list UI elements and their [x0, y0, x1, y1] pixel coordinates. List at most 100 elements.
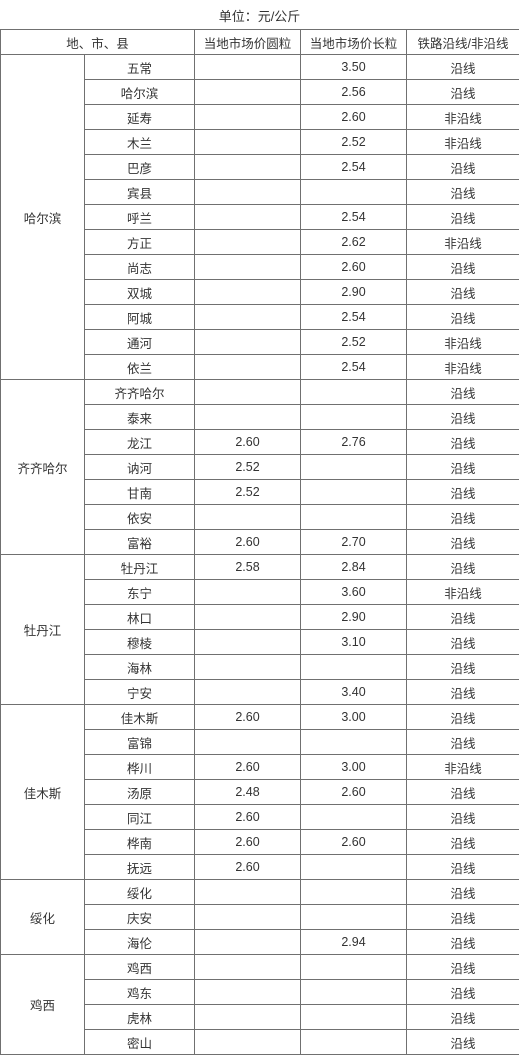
county-cell: 依兰 [85, 355, 195, 380]
railway-cell: 非沿线 [407, 130, 519, 155]
railway-cell: 沿线 [407, 455, 519, 480]
county-cell: 阿城 [85, 305, 195, 330]
price-long-cell: 2.60 [301, 830, 407, 855]
price-long-cell [301, 805, 407, 830]
price-long-cell: 2.60 [301, 255, 407, 280]
county-cell: 讷河 [85, 455, 195, 480]
county-cell: 双城 [85, 280, 195, 305]
county-cell: 牡丹江 [85, 555, 195, 580]
county-cell: 尚志 [85, 255, 195, 280]
table-row: 牡丹江牡丹江2.582.84沿线 [1, 555, 519, 580]
county-cell: 汤原 [85, 780, 195, 805]
railway-cell: 沿线 [407, 405, 519, 430]
railway-cell: 沿线 [407, 180, 519, 205]
price-long-cell [301, 1030, 407, 1055]
header-row: 地、市、县 当地市场价圆粒 当地市场价长粒 铁路沿线/非沿线 [1, 30, 519, 55]
price-round-cell [195, 630, 301, 655]
price-long-cell: 2.76 [301, 430, 407, 455]
price-round-cell: 2.60 [195, 830, 301, 855]
county-cell: 佳木斯 [85, 705, 195, 730]
price-round-cell: 2.52 [195, 480, 301, 505]
county-cell: 海伦 [85, 930, 195, 955]
price-long-cell: 2.70 [301, 530, 407, 555]
railway-cell: 沿线 [407, 880, 519, 905]
price-long-cell [301, 655, 407, 680]
price-long-cell: 2.54 [301, 305, 407, 330]
price-round-cell: 2.60 [195, 805, 301, 830]
railway-cell: 非沿线 [407, 105, 519, 130]
price-round-cell [195, 1030, 301, 1055]
price-round-cell [195, 80, 301, 105]
county-cell: 穆棱 [85, 630, 195, 655]
price-round-cell [195, 980, 301, 1005]
price-round-cell [195, 205, 301, 230]
price-round-cell [195, 405, 301, 430]
county-cell: 鸡西 [85, 955, 195, 980]
price-round-cell: 2.60 [195, 430, 301, 455]
region-cell: 齐齐哈尔 [1, 380, 85, 555]
railway-cell: 沿线 [407, 255, 519, 280]
price-long-cell: 2.52 [301, 130, 407, 155]
county-cell: 齐齐哈尔 [85, 380, 195, 405]
price-long-cell [301, 730, 407, 755]
railway-cell: 沿线 [407, 705, 519, 730]
price-long-cell: 2.60 [301, 780, 407, 805]
price-round-cell [195, 580, 301, 605]
railway-cell: 沿线 [407, 655, 519, 680]
price-round-cell: 2.60 [195, 705, 301, 730]
county-cell: 呼兰 [85, 205, 195, 230]
price-round-cell [195, 880, 301, 905]
county-cell: 绥化 [85, 880, 195, 905]
price-round-cell [195, 255, 301, 280]
price-long-cell [301, 380, 407, 405]
railway-cell: 沿线 [407, 1005, 519, 1030]
railway-cell: 沿线 [407, 555, 519, 580]
region-cell: 佳木斯 [1, 705, 85, 880]
price-round-cell [195, 230, 301, 255]
price-long-cell: 3.50 [301, 55, 407, 80]
price-long-cell: 2.56 [301, 80, 407, 105]
price-round-cell: 2.58 [195, 555, 301, 580]
railway-cell: 沿线 [407, 780, 519, 805]
county-cell: 同江 [85, 805, 195, 830]
price-long-cell: 3.10 [301, 630, 407, 655]
county-cell: 宁安 [85, 680, 195, 705]
county-cell: 抚远 [85, 855, 195, 880]
price-long-cell: 2.90 [301, 605, 407, 630]
price-long-cell [301, 955, 407, 980]
table-row: 绥化绥化沿线 [1, 880, 519, 905]
county-cell: 依安 [85, 505, 195, 530]
price-long-cell: 3.60 [301, 580, 407, 605]
price-long-cell [301, 480, 407, 505]
table-row: 齐齐哈尔齐齐哈尔沿线 [1, 380, 519, 405]
county-cell: 桦川 [85, 755, 195, 780]
table-row: 鸡西鸡西沿线 [1, 955, 519, 980]
price-round-cell [195, 680, 301, 705]
railway-cell: 沿线 [407, 305, 519, 330]
railway-cell: 沿线 [407, 280, 519, 305]
region-cell: 哈尔滨 [1, 55, 85, 380]
price-round-cell [195, 1005, 301, 1030]
price-round-cell [195, 305, 301, 330]
railway-cell: 沿线 [407, 680, 519, 705]
price-long-cell [301, 455, 407, 480]
price-round-cell [195, 280, 301, 305]
railway-cell: 沿线 [407, 980, 519, 1005]
price-long-cell [301, 855, 407, 880]
price-table: 地、市、县 当地市场价圆粒 当地市场价长粒 铁路沿线/非沿线 哈尔滨五常3.50… [0, 29, 519, 1055]
railway-cell: 沿线 [407, 205, 519, 230]
price-long-cell: 2.90 [301, 280, 407, 305]
price-long-cell [301, 880, 407, 905]
county-cell: 延寿 [85, 105, 195, 130]
county-cell: 泰来 [85, 405, 195, 430]
railway-cell: 非沿线 [407, 230, 519, 255]
railway-cell: 沿线 [407, 630, 519, 655]
railway-cell: 沿线 [407, 505, 519, 530]
price-long-cell: 2.84 [301, 555, 407, 580]
price-long-cell: 2.54 [301, 205, 407, 230]
railway-cell: 沿线 [407, 805, 519, 830]
unit-label: 单位：元/公斤 [0, 0, 519, 29]
price-round-cell [195, 380, 301, 405]
price-round-cell [195, 155, 301, 180]
price-long-cell: 3.00 [301, 755, 407, 780]
